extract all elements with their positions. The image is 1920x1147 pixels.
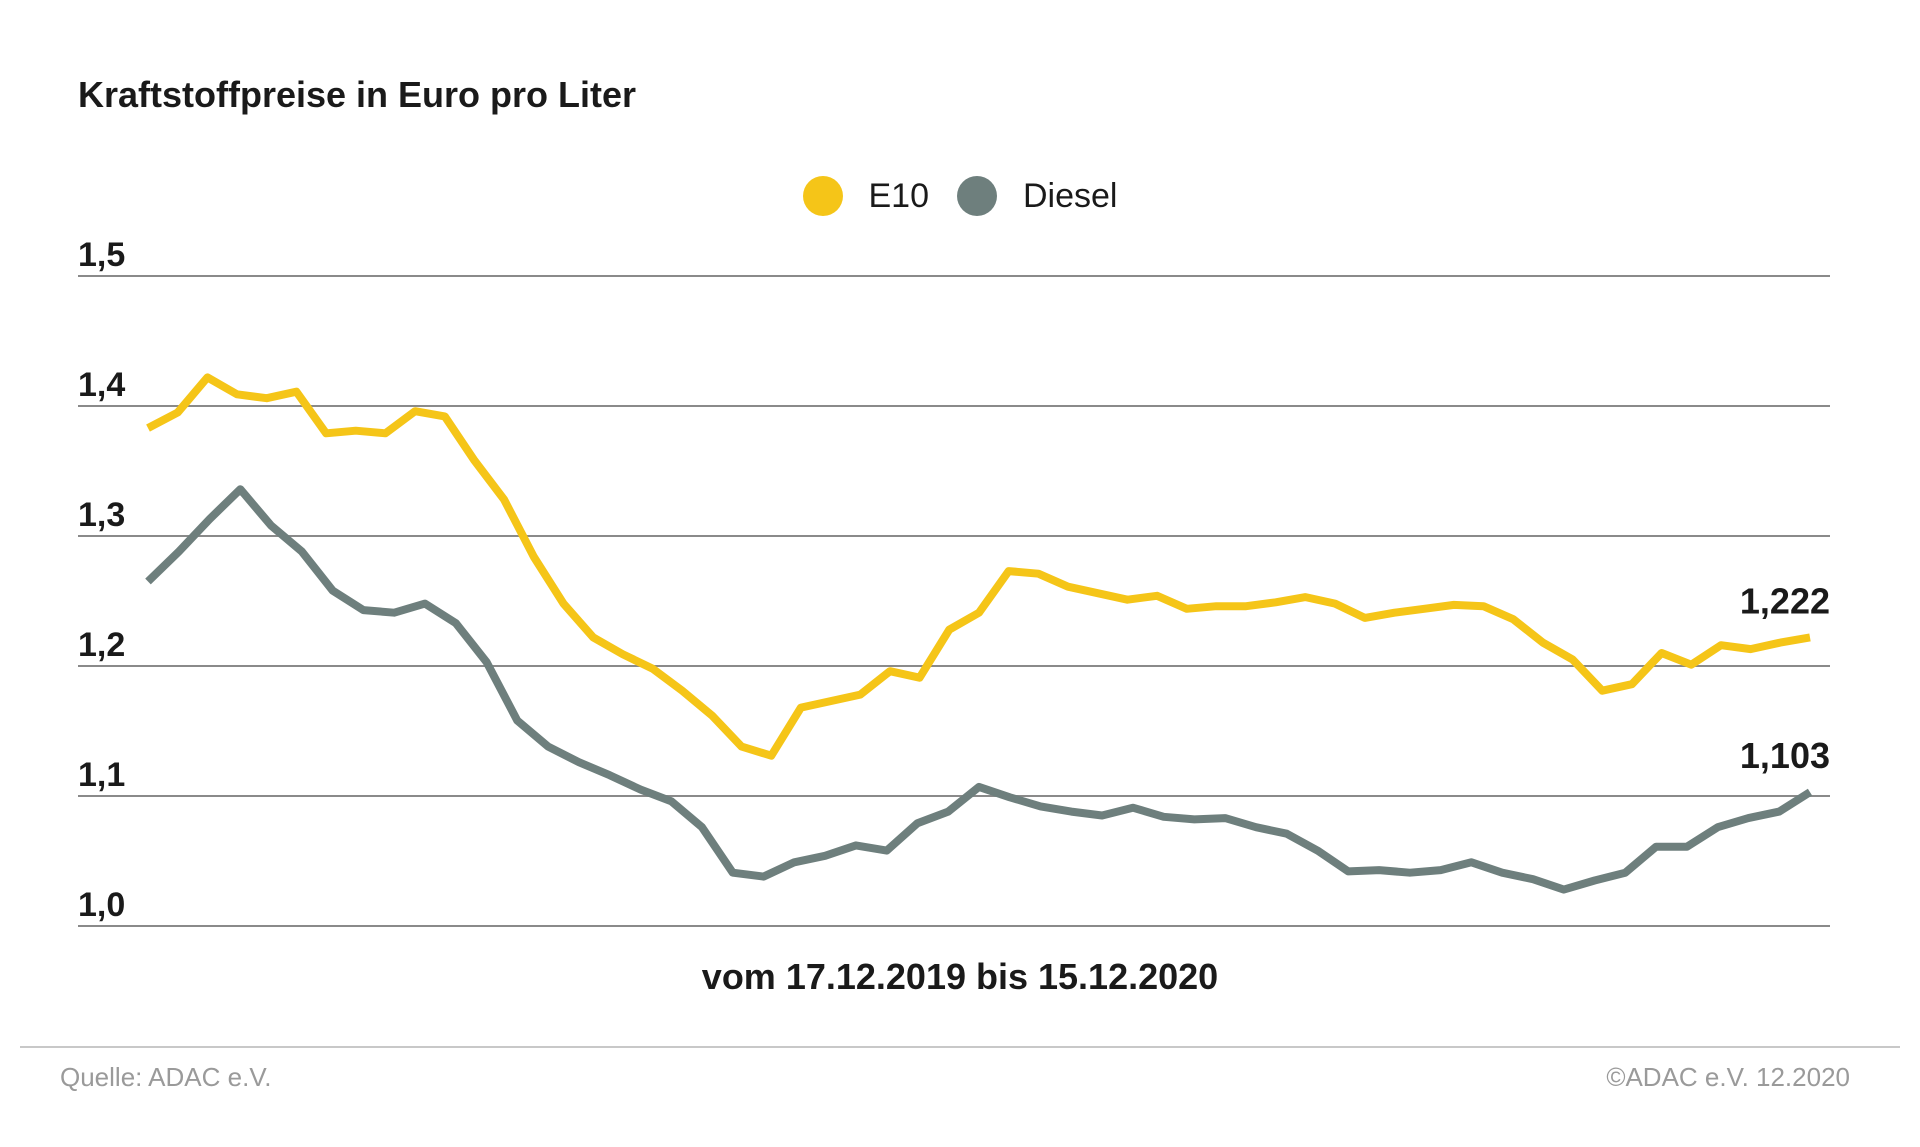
legend-dot-diesel-icon	[957, 176, 997, 216]
end-value-label-diesel: 1,103	[1740, 735, 1830, 776]
y-tick-labels: 1,0 1,1 1,2 1,3 1,4 1,5	[78, 236, 125, 924]
legend-label-diesel: Diesel	[1023, 176, 1118, 215]
legend-item-e10[interactable]: E10	[802, 176, 930, 216]
y-tick-label: 1,2	[78, 626, 125, 664]
chart-title: Kraftstoffpreise in Euro pro Liter	[78, 74, 637, 115]
legend: E10 Diesel	[0, 176, 1920, 216]
y-tick-label: 1,1	[78, 756, 125, 794]
legend-dot-e10-icon	[802, 176, 843, 216]
y-tick-label: 1,5	[78, 236, 125, 274]
y-tick-label: 1,4	[78, 366, 125, 404]
y-tick-label: 1,0	[78, 886, 125, 924]
end-labels: 1,222 1,103	[1740, 580, 1830, 776]
y-tick-label: 1,3	[78, 496, 125, 534]
period-label: vom 17.12.2019 bis 15.12.2020	[701, 956, 1219, 997]
end-value-label-e10: 1,222	[1740, 580, 1830, 621]
series-line-e10	[146, 373, 1811, 760]
footer-divider	[20, 1046, 1900, 1048]
copyright-note: ©ADAC e.V. 12.2020	[1606, 1062, 1850, 1092]
legend-label-e10: E10	[868, 176, 930, 215]
legend-item-diesel[interactable]: Diesel	[957, 176, 1117, 216]
series-layer	[145, 373, 1813, 894]
series-line-diesel	[145, 485, 1813, 894]
grid-layer	[78, 275, 1830, 927]
source-note: Quelle: ADAC e.V.	[60, 1062, 272, 1092]
